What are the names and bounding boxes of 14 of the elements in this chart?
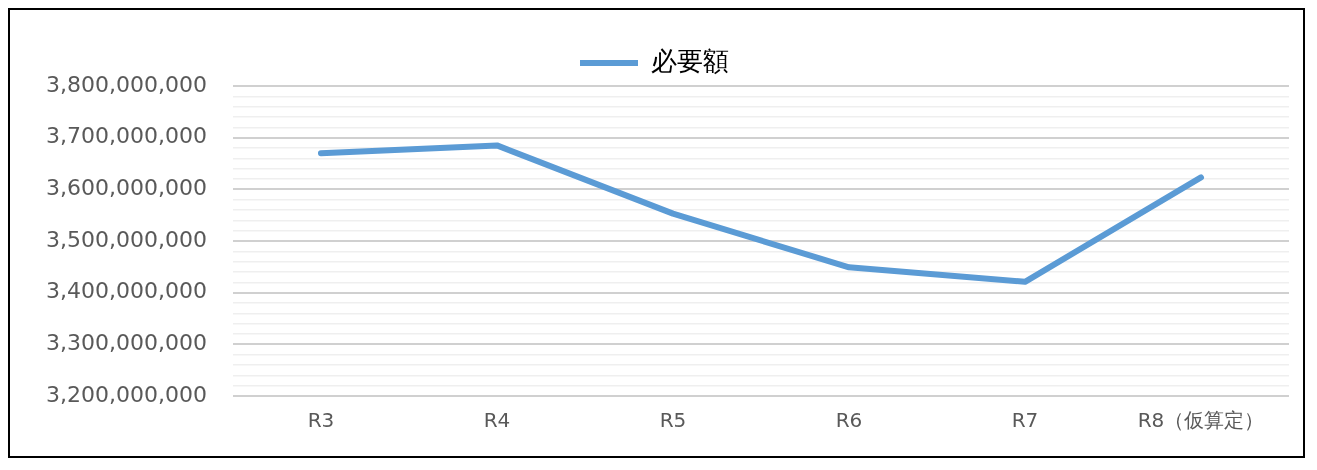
- y-tick-label: 3,600,000,000: [46, 175, 207, 201]
- y-tick-label: 3,700,000,000: [46, 123, 207, 149]
- x-tick-label: R6: [835, 408, 863, 433]
- y-tick-label: 3,200,000,000: [46, 381, 207, 407]
- y-tick-label: 3,800,000,000: [46, 71, 207, 97]
- x-tick-label: R8（仮算定）: [1137, 408, 1265, 433]
- x-tick-label: R7: [1011, 408, 1039, 433]
- x-tick-label: R4: [483, 408, 511, 433]
- x-tick-label: R5: [659, 408, 687, 433]
- y-tick-label: 3,500,000,000: [46, 226, 207, 252]
- y-tick-label: 3,300,000,000: [46, 330, 207, 356]
- x-tick-label: R3: [307, 408, 335, 433]
- y-tick-label: 3,400,000,000: [46, 278, 207, 304]
- legend-label: 必要額: [651, 45, 729, 76]
